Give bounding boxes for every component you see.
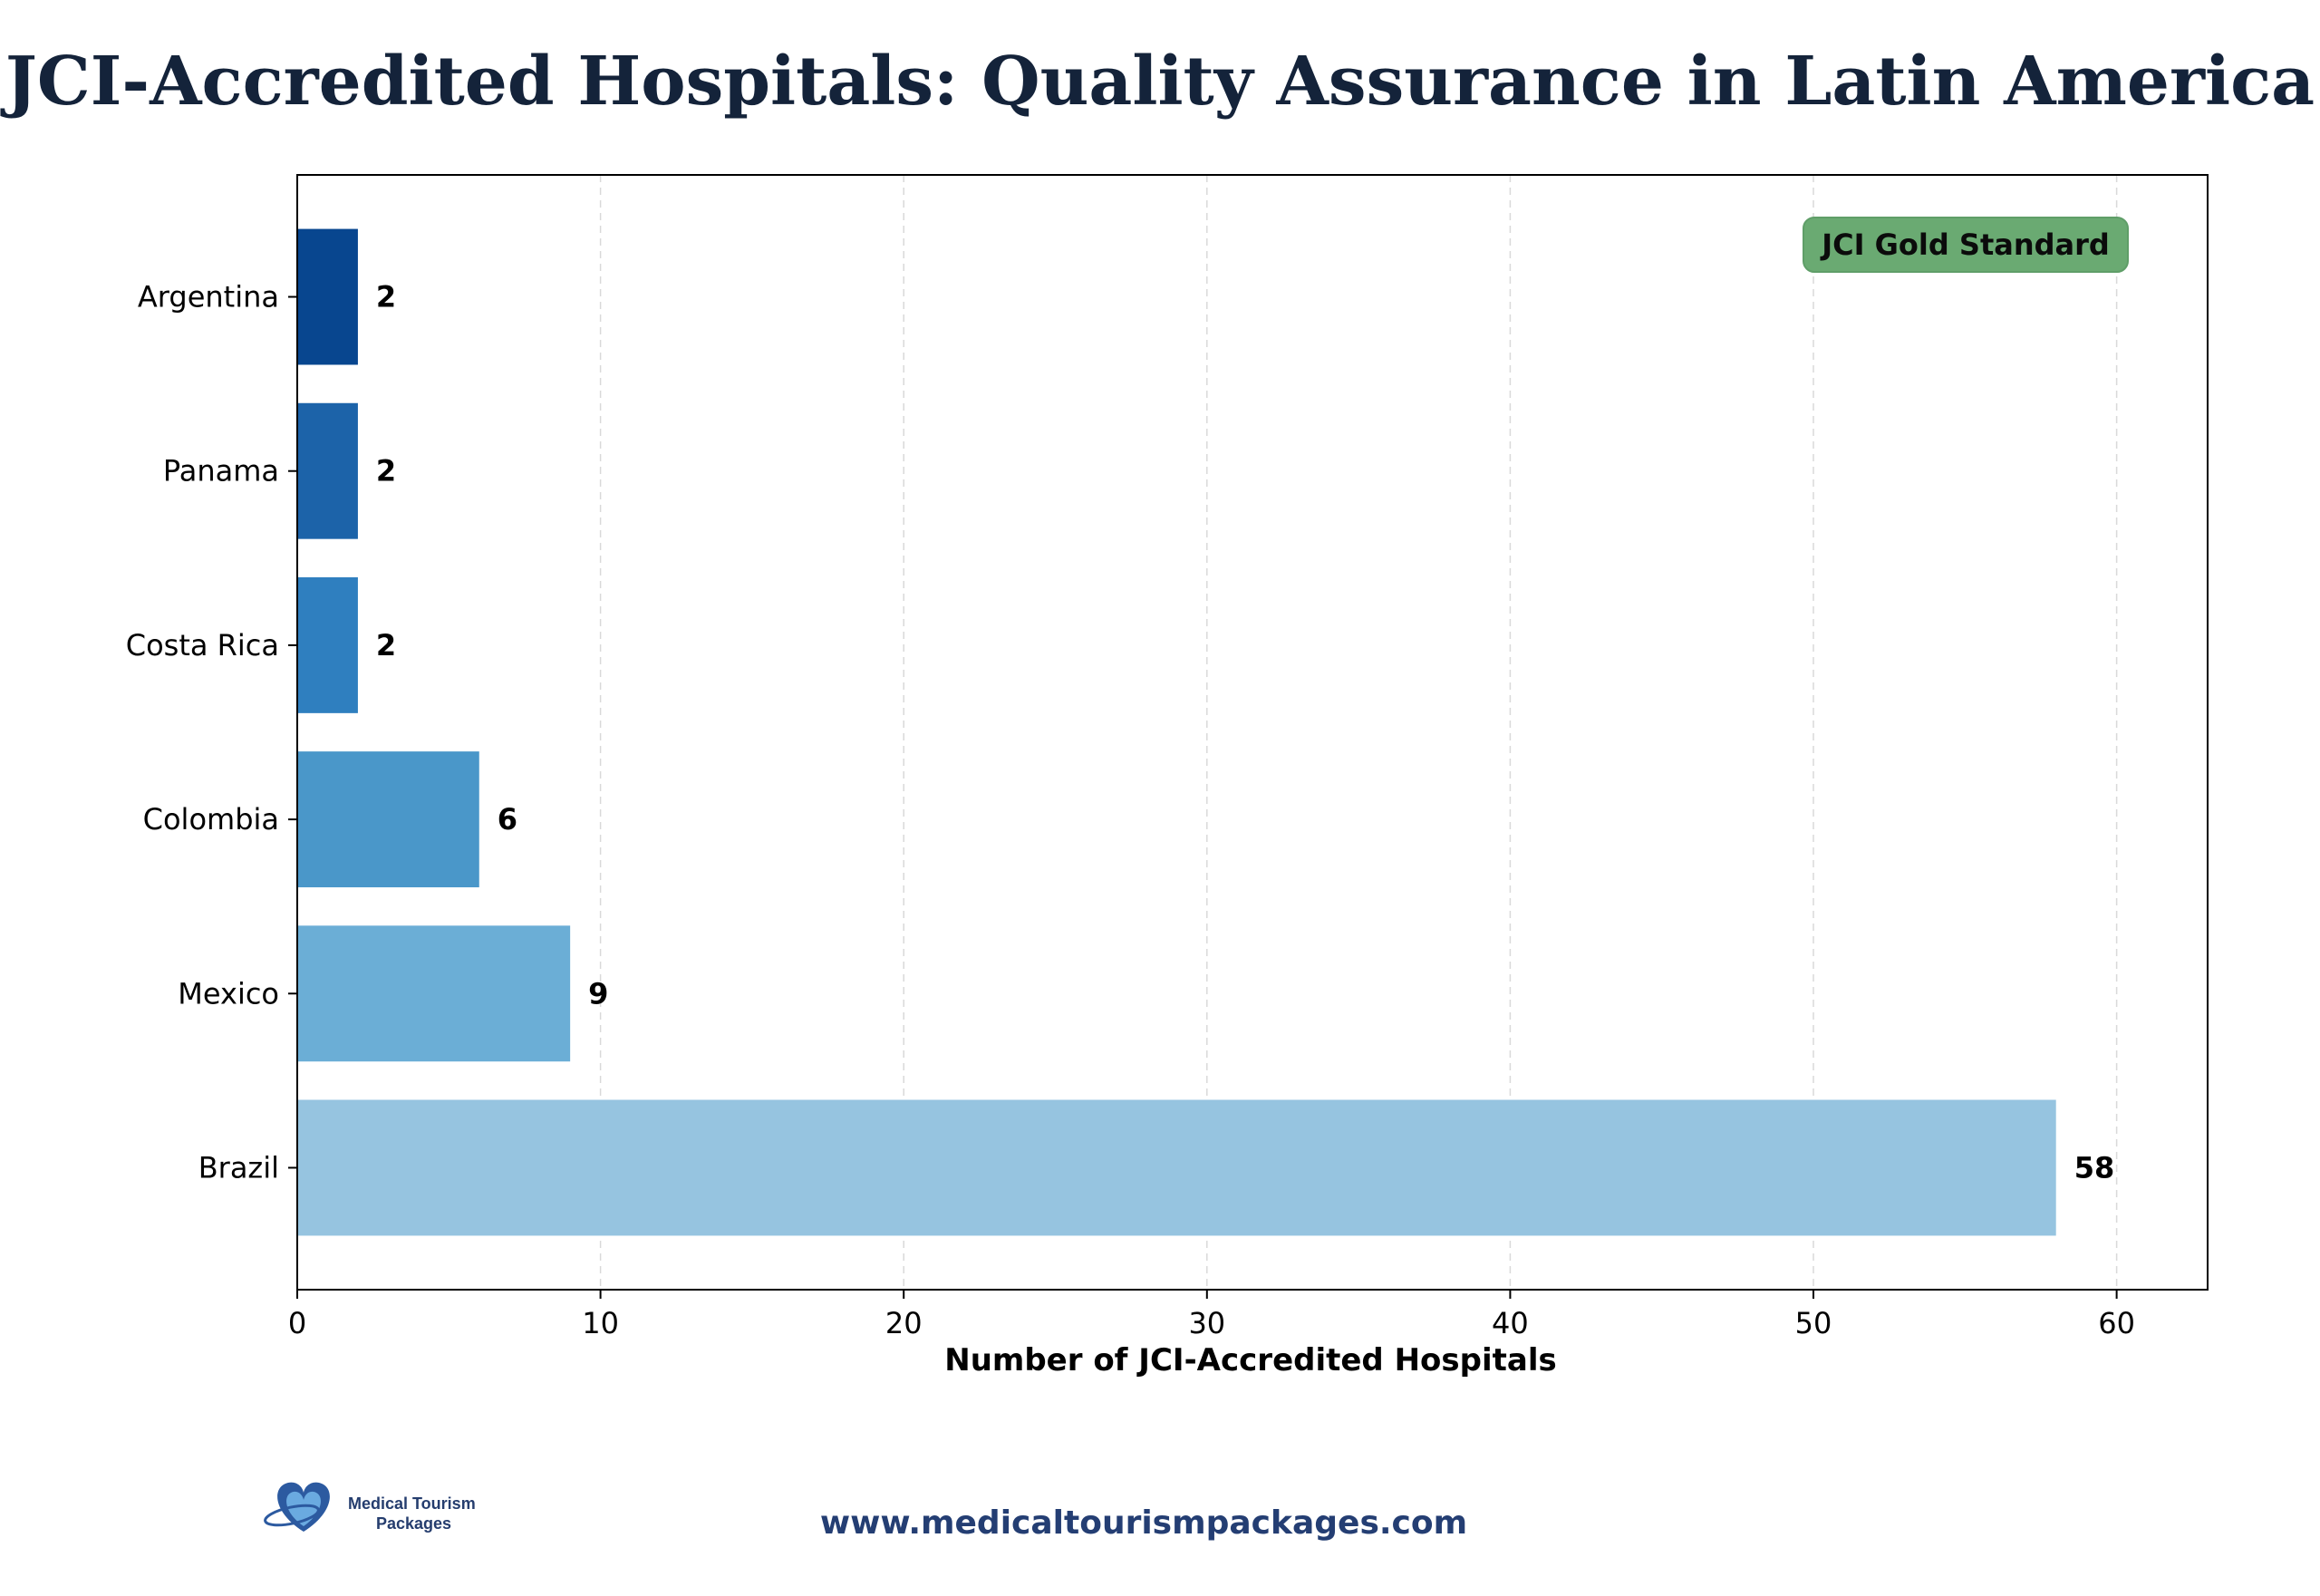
bar-colombia bbox=[298, 751, 479, 888]
jci-gold-standard-badge: JCI Gold Standard bbox=[1803, 217, 2129, 273]
y-tick-label: Brazil bbox=[198, 1150, 279, 1185]
y-tick-label: Costa Rica bbox=[126, 628, 279, 663]
y-tick-label: Argentina bbox=[138, 280, 279, 314]
data-label: 58 bbox=[2074, 1150, 2115, 1185]
bar-costa-rica bbox=[298, 576, 358, 713]
data-labels: 2 2 2 6 9 58 bbox=[376, 280, 2114, 1185]
data-label: 9 bbox=[588, 976, 608, 1011]
y-axis-ticks: Argentina Panama Costa Rica Colombia Mexico B… bbox=[126, 280, 297, 1185]
x-axis-ticks: 0 10 20 30 40 50 60 bbox=[288, 1290, 2135, 1340]
data-label: 2 bbox=[376, 628, 396, 663]
x-tick-label: 30 bbox=[1188, 1306, 1225, 1340]
logo-line-1: Medical Tourism bbox=[348, 1494, 476, 1513]
x-tick-label: 20 bbox=[885, 1306, 923, 1340]
medical-tourism-logo: Medical Tourism Packages bbox=[264, 1482, 476, 1533]
bars bbox=[298, 228, 2056, 1236]
badge-text: JCI Gold Standard bbox=[1820, 227, 2110, 262]
badge-background bbox=[1803, 217, 2129, 273]
x-tick-label: 0 bbox=[288, 1306, 306, 1340]
x-axis-label: Number of JCI-Accredited Hospitals bbox=[944, 1342, 1557, 1378]
footer-url[interactable]: www.medicaltourismpackages.com bbox=[820, 1504, 1467, 1542]
x-tick-label: 40 bbox=[1492, 1306, 1529, 1340]
plot-frame bbox=[296, 174, 2209, 1291]
bar-panama bbox=[298, 402, 358, 539]
bar-brazil bbox=[298, 1099, 2056, 1236]
bar-mexico bbox=[298, 925, 571, 1062]
y-tick-label: Panama bbox=[163, 454, 279, 488]
data-label: 6 bbox=[498, 802, 517, 837]
bar-argentina bbox=[298, 228, 358, 365]
y-tick-label: Colombia bbox=[143, 802, 279, 837]
heart-icon bbox=[264, 1482, 330, 1532]
x-tick-label: 10 bbox=[582, 1306, 619, 1340]
logo-line-2: Packages bbox=[376, 1514, 451, 1533]
data-label: 2 bbox=[376, 454, 396, 488]
x-tick-label: 60 bbox=[2098, 1306, 2135, 1340]
data-label: 2 bbox=[376, 280, 396, 314]
x-tick-label: 50 bbox=[1795, 1306, 1832, 1340]
y-tick-label: Mexico bbox=[178, 976, 279, 1011]
chart-title: JCI-Accredited Hospitals: Quality Assura… bbox=[0, 43, 2315, 121]
